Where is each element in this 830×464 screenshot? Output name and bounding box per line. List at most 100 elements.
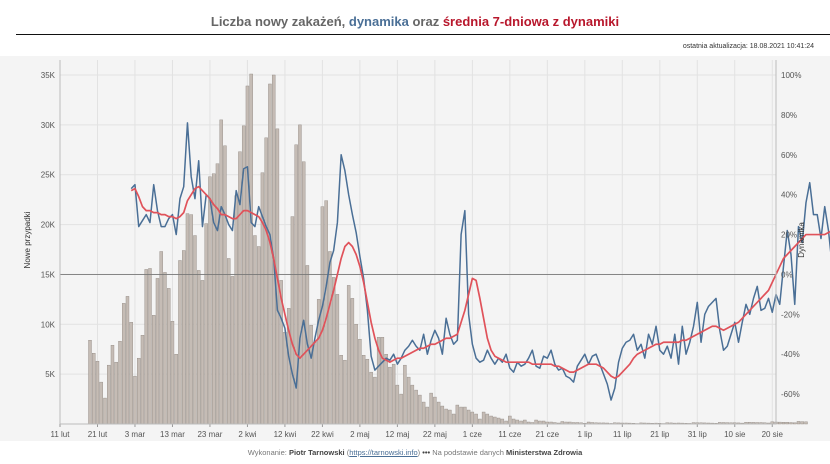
bar-new-cases [107, 364, 111, 425]
bar-new-cases [301, 161, 306, 425]
bar-new-cases [185, 213, 190, 425]
bars-new-cases [88, 73, 808, 425]
bar-new-cases [122, 303, 126, 425]
bar-new-cases [508, 415, 512, 425]
bar-new-cases [182, 250, 186, 425]
bar-new-cases [159, 251, 163, 425]
bar-new-cases [414, 389, 418, 425]
bar-new-cases [148, 268, 152, 425]
bar-new-cases [346, 285, 351, 425]
bar-new-cases [399, 393, 403, 425]
bar-new-cases [95, 360, 100, 425]
bar-new-cases [796, 421, 801, 425]
bar-new-cases [444, 408, 448, 425]
bar-new-cases [804, 421, 808, 425]
x-tick-label: 12 kwi [274, 430, 297, 439]
axes: 5K 10K 15K 20K 25K 30K 35K -60% -40% -20% 0% 20% 40%… [41, 60, 801, 439]
y-axis-label-left: Nowe przypadki [23, 211, 32, 268]
y-tick-right: -20% [781, 310, 800, 319]
bar-new-cases [463, 406, 467, 425]
title-part-average: średnia 7-dniowa z dynamiki [442, 14, 620, 29]
x-tick-label: 21 lip [650, 430, 670, 439]
y-tick-left: 15K [41, 270, 56, 279]
bar-new-cases [781, 422, 786, 425]
x-tick-label: 20 sie [762, 430, 784, 439]
bar-new-cases [350, 298, 355, 425]
bar-new-cases [226, 258, 231, 425]
bar-new-cases [451, 413, 456, 425]
y-tick-right: 20% [781, 231, 797, 240]
bar-new-cases [114, 361, 118, 425]
bar-new-cases [421, 401, 426, 425]
last-update-label: ostatnia aktualizacja: 18.08.2021 10:41:… [682, 43, 814, 50]
bar-new-cases [313, 342, 317, 425]
x-tick-label: 1 cze [463, 430, 483, 439]
bar-new-cases [391, 363, 396, 425]
bar-new-cases [358, 339, 362, 425]
bar-new-cases [309, 325, 313, 425]
title-part-cases: Liczba nowy zakażeń, [210, 14, 349, 29]
bar-new-cases [331, 277, 336, 425]
bar-new-cases [290, 216, 295, 425]
bar-new-cases [129, 322, 133, 425]
bar-new-cases [204, 223, 208, 425]
bar-new-cases [500, 418, 505, 425]
x-tick-label: 21 lut [88, 430, 108, 439]
line-7day-average [130, 185, 830, 379]
bar-new-cases [395, 384, 400, 425]
y-tick-right: 60% [781, 151, 797, 160]
bar-new-cases [485, 413, 490, 425]
bar-new-cases [481, 411, 486, 425]
bar-new-cases [523, 419, 527, 425]
y-tick-right: 80% [781, 111, 797, 120]
bar-new-cases [343, 359, 347, 425]
footer-prefix: Wykonanie: [247, 448, 289, 457]
x-tick-label: 11 cze [498, 430, 522, 439]
footer-paren-close: ) [417, 448, 421, 457]
x-tick-label: 11 lip [613, 430, 632, 439]
bar-new-cases [152, 315, 156, 425]
bar-new-cases [429, 392, 433, 425]
bar-new-cases [365, 358, 370, 425]
x-tick-label: 22 maj [423, 430, 447, 439]
bar-new-cases [178, 260, 182, 425]
bar-new-cases [474, 413, 478, 425]
x-tick-label: 10 sie [724, 430, 746, 439]
y-tick-left: 30K [41, 121, 56, 130]
footer-source-prefix: Na podstawie danych [430, 448, 506, 457]
lines-dynamics [130, 122, 830, 401]
bar-new-cases [170, 321, 175, 425]
bar-new-cases [215, 163, 220, 425]
footer-link[interactable]: https://tarnowski.info [349, 448, 418, 457]
bar-new-cases [283, 332, 287, 425]
bar-new-cases [354, 324, 358, 425]
bar-new-cases [208, 176, 212, 425]
bar-new-cases [234, 195, 238, 425]
bar-new-cases [137, 357, 141, 425]
bar-new-cases [511, 418, 516, 425]
bar-new-cases [785, 422, 789, 425]
y-tick-left: 25K [41, 171, 56, 180]
bar-new-cases [470, 411, 475, 425]
x-tick-label: 23 mar [197, 430, 222, 439]
bar-new-cases [384, 354, 388, 425]
chart-title: Liczba nowy zakażeń, dynamika oraz średn… [0, 14, 830, 29]
bar-new-cases [163, 272, 167, 425]
bar-new-cases [264, 137, 268, 425]
bar-new-cases [339, 355, 343, 425]
bar-new-cases [466, 409, 471, 425]
y-tick-left: 5K [45, 370, 55, 379]
bar-new-cases [459, 406, 463, 425]
bar-new-cases [144, 269, 148, 425]
footer-source: Ministerstwa Zdrowia [506, 448, 583, 457]
bar-new-cases [174, 354, 178, 425]
bar-new-cases [425, 406, 430, 425]
title-rule [16, 34, 830, 35]
bar-new-cases [125, 296, 130, 425]
bar-new-cases [403, 364, 407, 425]
y-tick-right: -40% [781, 350, 800, 359]
bar-new-cases [406, 376, 411, 425]
bar-new-cases [223, 145, 227, 425]
x-tick-label: 2 kwi [238, 430, 256, 439]
